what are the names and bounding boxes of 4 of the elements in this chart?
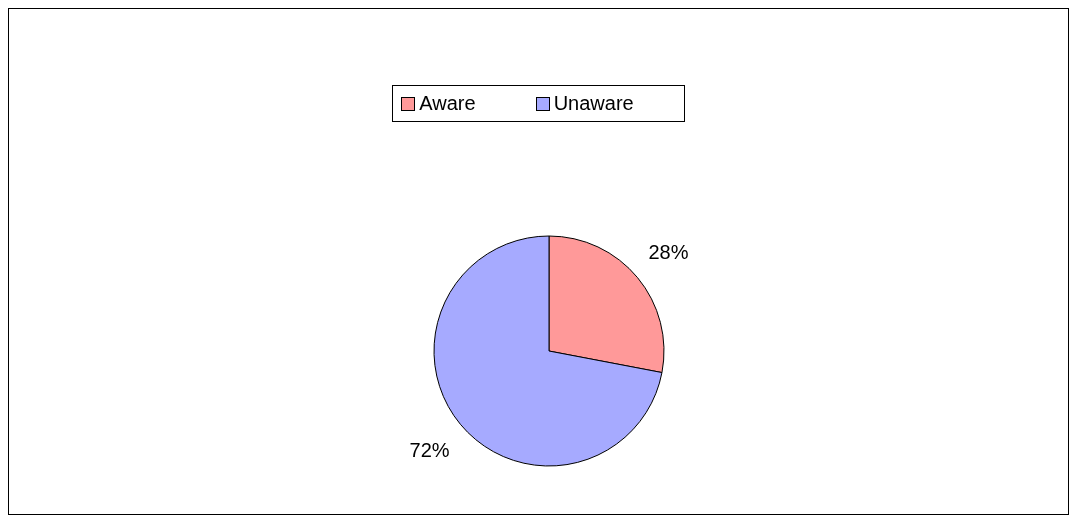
legend-label: Unaware [552,92,634,115]
data-label: 28% [648,241,689,264]
data-label: 72% [409,438,450,461]
legend-label: Aware [418,92,476,115]
